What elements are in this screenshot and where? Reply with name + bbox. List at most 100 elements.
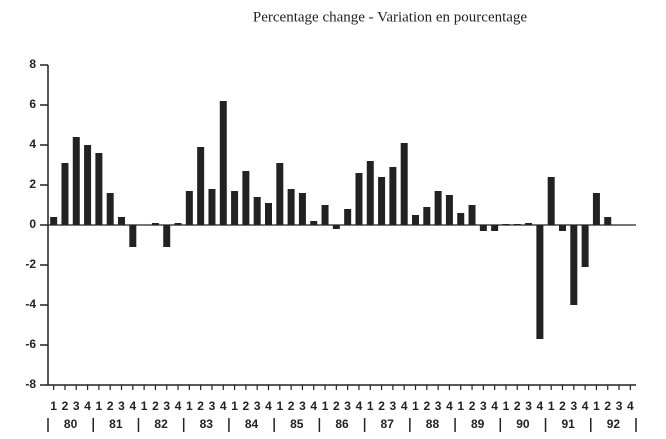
bar	[197, 147, 205, 225]
year-label: 88	[426, 417, 440, 431]
bar	[513, 224, 521, 225]
year-label: 80	[64, 417, 78, 431]
bar	[253, 197, 261, 225]
x-tick-label: 3	[118, 399, 125, 413]
bar	[185, 191, 193, 225]
x-tick-label: 1	[548, 399, 555, 413]
bar	[502, 224, 510, 225]
year-label: 83	[200, 417, 214, 431]
y-tick-label: 6	[29, 97, 36, 111]
x-tick-label: 3	[209, 399, 216, 413]
x-tick-label: 2	[107, 399, 114, 413]
bar	[265, 203, 272, 225]
chart-title: Percentage change - Variation en pourcen…	[253, 9, 528, 25]
year-label: 84	[245, 417, 259, 431]
bar	[242, 171, 250, 225]
bar	[570, 225, 578, 305]
x-tick-label: 4	[582, 399, 589, 413]
x-tick-label: 2	[243, 399, 250, 413]
bar	[310, 221, 318, 225]
x-tick-label: 4	[265, 399, 272, 413]
bar	[219, 101, 227, 225]
year-label: 86	[335, 417, 349, 431]
bar	[84, 145, 92, 225]
year-label: 90	[516, 417, 530, 431]
year-label: 82	[154, 417, 168, 431]
bar	[95, 153, 103, 225]
x-tick-label: 1	[231, 399, 238, 413]
bar	[151, 223, 159, 225]
x-tick-label: 3	[390, 399, 397, 413]
x-tick-label: 1	[457, 399, 464, 413]
bar	[174, 223, 182, 225]
bar	[412, 215, 419, 225]
bar	[72, 137, 80, 225]
x-tick-label: 2	[62, 399, 69, 413]
x-tick-label: 1	[141, 399, 148, 413]
x-tick-label: 3	[254, 399, 261, 413]
x-tick-label: 4	[537, 399, 544, 413]
bar	[50, 217, 58, 225]
year-label: 91	[561, 417, 575, 431]
y-tick-label: 4	[29, 137, 36, 151]
x-tick-label: 1	[96, 399, 103, 413]
bar	[61, 163, 69, 225]
x-tick-label: 4	[220, 399, 227, 413]
bar	[559, 225, 566, 231]
bar	[592, 193, 600, 225]
year-label: 87	[381, 417, 395, 431]
bar	[389, 167, 397, 225]
x-tick-label: 1	[503, 399, 510, 413]
bar	[118, 217, 125, 225]
x-tick-label: 1	[50, 399, 57, 413]
x-tick-label: 3	[525, 399, 532, 413]
bar	[479, 225, 487, 231]
bar	[434, 191, 442, 225]
bar	[400, 143, 408, 225]
y-tick-label: 0	[29, 217, 36, 231]
bar	[457, 213, 465, 225]
bar	[366, 161, 374, 225]
x-tick-label: 1	[276, 399, 283, 413]
x-tick-label: 3	[344, 399, 351, 413]
bar	[445, 195, 453, 225]
x-tick-label: 3	[570, 399, 577, 413]
x-tick-label: 1	[412, 399, 419, 413]
year-label: 89	[471, 417, 485, 431]
bar	[581, 225, 589, 267]
x-tick-label: 3	[73, 399, 80, 413]
bar	[129, 225, 137, 247]
x-tick-label: 2	[469, 399, 476, 413]
y-tick-label: 8	[29, 57, 36, 71]
bar	[106, 193, 114, 225]
x-tick-label: 2	[378, 399, 385, 413]
bar	[163, 225, 171, 247]
x-tick-label: 3	[163, 399, 170, 413]
bar	[547, 177, 555, 225]
x-tick-label: 2	[152, 399, 159, 413]
x-tick-label: 4	[491, 399, 498, 413]
bar	[332, 225, 340, 229]
x-tick-label: 4	[84, 399, 91, 413]
bar	[287, 189, 295, 225]
bar	[423, 207, 431, 225]
x-tick-label: 2	[559, 399, 566, 413]
x-tick-label: 3	[616, 399, 623, 413]
bar	[298, 193, 306, 225]
x-tick-label: 2	[333, 399, 340, 413]
bar	[491, 225, 499, 231]
year-label: 85	[290, 417, 304, 431]
y-tick-label: -6	[25, 337, 36, 351]
x-tick-label: 1	[367, 399, 374, 413]
x-tick-label: 4	[627, 399, 634, 413]
x-tick-label: 1	[186, 399, 193, 413]
bar	[604, 217, 612, 225]
x-tick-label: 4	[401, 399, 408, 413]
year-label: 92	[607, 417, 621, 431]
x-tick-label: 2	[514, 399, 521, 413]
x-tick-label: 4	[356, 399, 363, 413]
x-tick-label: 4	[446, 399, 453, 413]
bar	[231, 191, 239, 225]
x-tick-label: 4	[175, 399, 182, 413]
